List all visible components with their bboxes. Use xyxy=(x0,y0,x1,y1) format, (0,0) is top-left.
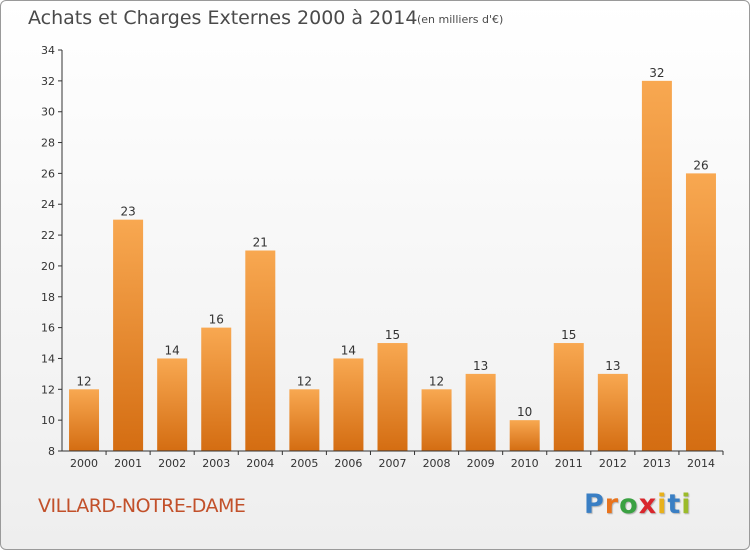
data-label-2007: 15 xyxy=(385,328,400,342)
x-tick-label-2012: 2012 xyxy=(599,457,627,470)
logo-letter: P xyxy=(584,489,605,520)
x-tick-label-2010: 2010 xyxy=(511,457,539,470)
data-label-2000: 12 xyxy=(76,374,91,388)
data-label-2005: 12 xyxy=(297,374,312,388)
y-tick-label: 24 xyxy=(41,198,55,211)
data-label-2011: 15 xyxy=(561,328,576,342)
y-tick-label: 22 xyxy=(41,229,55,242)
y-tick-label: 32 xyxy=(41,75,55,88)
bars: 12 23 14 16 21 12 14 15 12 13 10 15 13 32 26 xyxy=(69,66,716,451)
y-tick-label: 10 xyxy=(41,414,55,427)
data-label-2014: 26 xyxy=(693,158,708,172)
data-label-2013: 32 xyxy=(649,66,664,80)
bar-2008 xyxy=(421,389,452,451)
bar-2014 xyxy=(685,173,716,451)
chart-title: Achats et Charges Externes 2000 à 2014 xyxy=(28,7,418,29)
logo-letter: x xyxy=(638,489,658,520)
x-tick-label-2014: 2014 xyxy=(687,457,715,470)
y-tick-label: 34 xyxy=(41,44,55,57)
x-axis: 2000 2001 2002 2003 2004 2005 2006 2007 2008 2009… xyxy=(62,450,724,470)
data-label-2002: 14 xyxy=(165,343,180,357)
bar-2000 xyxy=(69,389,100,451)
logo-letter: i xyxy=(681,489,692,520)
bar-2001 xyxy=(113,219,144,451)
x-tick-label-2003: 2003 xyxy=(202,457,230,470)
x-tick-label-2004: 2004 xyxy=(246,457,274,470)
bar-2005 xyxy=(289,389,320,451)
data-label-2003: 16 xyxy=(209,313,224,327)
logo-letter: o xyxy=(619,489,639,520)
x-tick-label-2013: 2013 xyxy=(643,457,671,470)
bar-2013 xyxy=(641,80,672,451)
x-tick-label-2002: 2002 xyxy=(158,457,186,470)
y-tick-label: 12 xyxy=(41,383,55,396)
data-label-2009: 13 xyxy=(473,359,488,373)
data-label-2001: 23 xyxy=(120,205,135,219)
x-tick-label-2007: 2007 xyxy=(379,457,407,470)
data-label-2006: 14 xyxy=(341,343,356,357)
bar-2010 xyxy=(509,420,540,451)
data-label-2008: 12 xyxy=(429,374,444,388)
bar-2011 xyxy=(553,343,584,451)
logo-letter: t xyxy=(667,489,682,520)
y-tick-label: 18 xyxy=(41,291,55,304)
bar-2006 xyxy=(333,358,364,451)
chart-subtitle: (en milliers d'€) xyxy=(417,13,504,26)
data-label-2012: 13 xyxy=(605,359,620,373)
y-tick-label: 14 xyxy=(41,352,55,365)
y-axis: 8 10 12 14 16 18 20 22 24 26 28 30 32 34 xyxy=(41,44,63,458)
x-tick-label-2008: 2008 xyxy=(423,457,451,470)
bar-2007 xyxy=(377,343,408,451)
logo-letter: r xyxy=(604,489,620,520)
x-tick-label-2006: 2006 xyxy=(334,457,362,470)
y-tick-label: 8 xyxy=(48,445,55,458)
commune-name: VILLARD-NOTRE-DAME xyxy=(38,495,246,517)
logo-letter: i xyxy=(657,489,668,520)
x-tick-label-2005: 2005 xyxy=(290,457,318,470)
bar-2009 xyxy=(465,373,496,451)
bar-2004 xyxy=(245,250,276,451)
y-tick-label: 20 xyxy=(41,260,55,273)
y-tick-label: 16 xyxy=(41,322,55,335)
x-tick-label-2011: 2011 xyxy=(555,457,583,470)
x-tick-label-2001: 2001 xyxy=(114,457,142,470)
bar-2012 xyxy=(597,373,628,451)
y-tick-label: 28 xyxy=(41,137,55,150)
x-tick-label-2009: 2009 xyxy=(467,457,495,470)
data-label-2004: 21 xyxy=(253,236,268,250)
bar-2003 xyxy=(201,327,232,451)
proxiti-logo[interactable]: Proxiti xyxy=(584,489,692,520)
x-tick-label-2000: 2000 xyxy=(70,457,98,470)
y-tick-label: 26 xyxy=(41,167,55,180)
bar-2002 xyxy=(157,358,188,451)
data-label-2010: 10 xyxy=(517,405,532,419)
y-tick-label: 30 xyxy=(41,106,55,119)
